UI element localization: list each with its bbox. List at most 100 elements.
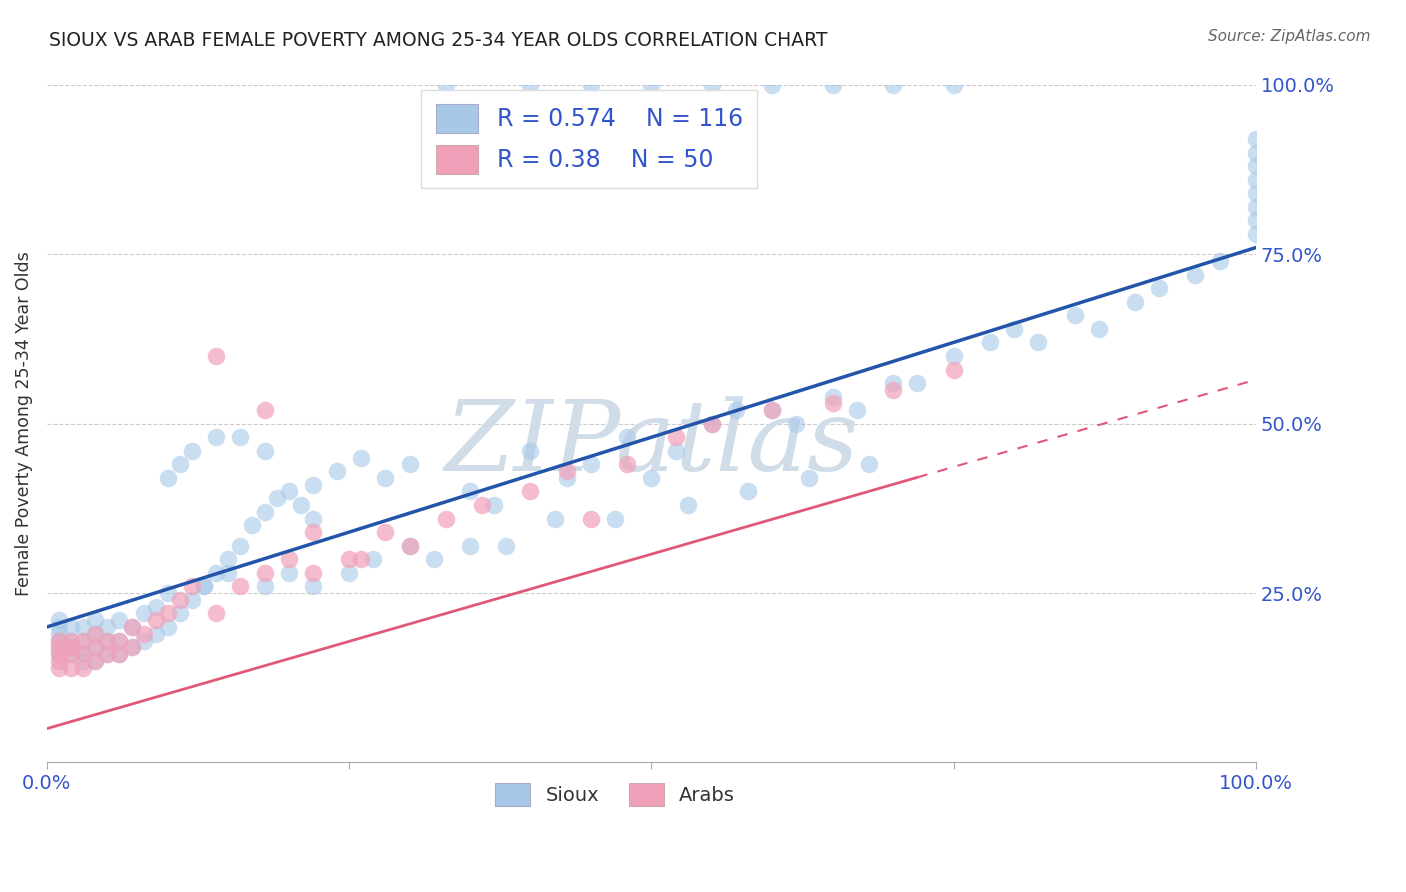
- Point: [1244, 145, 1267, 160]
- Point: [761, 403, 783, 417]
- Point: [253, 566, 276, 580]
- Point: [942, 349, 965, 363]
- Point: [253, 579, 276, 593]
- Point: [277, 484, 299, 499]
- Y-axis label: Female Poverty Among 25-34 Year Olds: Female Poverty Among 25-34 Year Olds: [15, 252, 32, 596]
- Point: [181, 579, 204, 593]
- Point: [48, 633, 70, 648]
- Point: [979, 335, 1001, 350]
- Point: [398, 539, 420, 553]
- Point: [434, 78, 457, 92]
- Point: [1063, 308, 1085, 322]
- Point: [495, 539, 517, 553]
- Point: [60, 660, 83, 674]
- Point: [169, 607, 191, 621]
- Point: [676, 498, 699, 512]
- Point: [145, 626, 167, 640]
- Text: ZIPatlas: ZIPatlas: [444, 396, 859, 491]
- Point: [302, 477, 325, 491]
- Point: [277, 566, 299, 580]
- Point: [1244, 159, 1267, 173]
- Point: [84, 626, 107, 640]
- Point: [266, 491, 288, 506]
- Point: [217, 566, 239, 580]
- Point: [60, 647, 83, 661]
- Point: [229, 430, 252, 444]
- Point: [374, 471, 396, 485]
- Point: [60, 640, 83, 655]
- Point: [72, 660, 94, 674]
- Point: [205, 607, 228, 621]
- Point: [664, 430, 686, 444]
- Point: [72, 633, 94, 648]
- Point: [121, 620, 143, 634]
- Point: [519, 443, 541, 458]
- Point: [84, 654, 107, 668]
- Point: [108, 633, 131, 648]
- Point: [156, 620, 179, 634]
- Point: [156, 586, 179, 600]
- Point: [193, 579, 215, 593]
- Text: SIOUX VS ARAB FEMALE POVERTY AMONG 25-34 YEAR OLDS CORRELATION CHART: SIOUX VS ARAB FEMALE POVERTY AMONG 25-34…: [49, 31, 828, 50]
- Point: [640, 471, 662, 485]
- Point: [882, 376, 904, 390]
- Point: [845, 403, 868, 417]
- Point: [302, 525, 325, 540]
- Point: [60, 620, 83, 634]
- Point: [555, 471, 578, 485]
- Point: [253, 505, 276, 519]
- Point: [96, 633, 118, 648]
- Point: [60, 647, 83, 661]
- Point: [337, 552, 360, 566]
- Point: [471, 498, 494, 512]
- Point: [132, 626, 155, 640]
- Point: [761, 403, 783, 417]
- Point: [821, 78, 844, 92]
- Point: [205, 349, 228, 363]
- Point: [1087, 322, 1109, 336]
- Point: [72, 633, 94, 648]
- Point: [145, 613, 167, 627]
- Point: [398, 539, 420, 553]
- Point: [84, 626, 107, 640]
- Point: [1244, 227, 1267, 241]
- Point: [555, 464, 578, 478]
- Point: [181, 443, 204, 458]
- Point: [84, 654, 107, 668]
- Point: [72, 647, 94, 661]
- Point: [108, 633, 131, 648]
- Point: [1026, 335, 1049, 350]
- Point: [96, 620, 118, 634]
- Point: [1244, 200, 1267, 214]
- Point: [96, 647, 118, 661]
- Point: [48, 654, 70, 668]
- Point: [156, 471, 179, 485]
- Point: [821, 390, 844, 404]
- Point: [434, 511, 457, 525]
- Point: [1244, 173, 1267, 187]
- Point: [337, 566, 360, 580]
- Point: [96, 647, 118, 661]
- Point: [519, 78, 541, 92]
- Point: [121, 640, 143, 655]
- Point: [579, 78, 602, 92]
- Text: Source: ZipAtlas.com: Source: ZipAtlas.com: [1208, 29, 1371, 45]
- Point: [398, 458, 420, 472]
- Point: [181, 592, 204, 607]
- Point: [205, 430, 228, 444]
- Point: [48, 647, 70, 661]
- Point: [132, 607, 155, 621]
- Point: [423, 552, 446, 566]
- Point: [72, 620, 94, 634]
- Point: [326, 464, 349, 478]
- Point: [579, 458, 602, 472]
- Point: [1002, 322, 1025, 336]
- Point: [350, 450, 373, 465]
- Point: [84, 640, 107, 655]
- Point: [1123, 294, 1146, 309]
- Point: [60, 633, 83, 648]
- Point: [302, 511, 325, 525]
- Point: [882, 78, 904, 92]
- Point: [700, 417, 723, 431]
- Point: [121, 640, 143, 655]
